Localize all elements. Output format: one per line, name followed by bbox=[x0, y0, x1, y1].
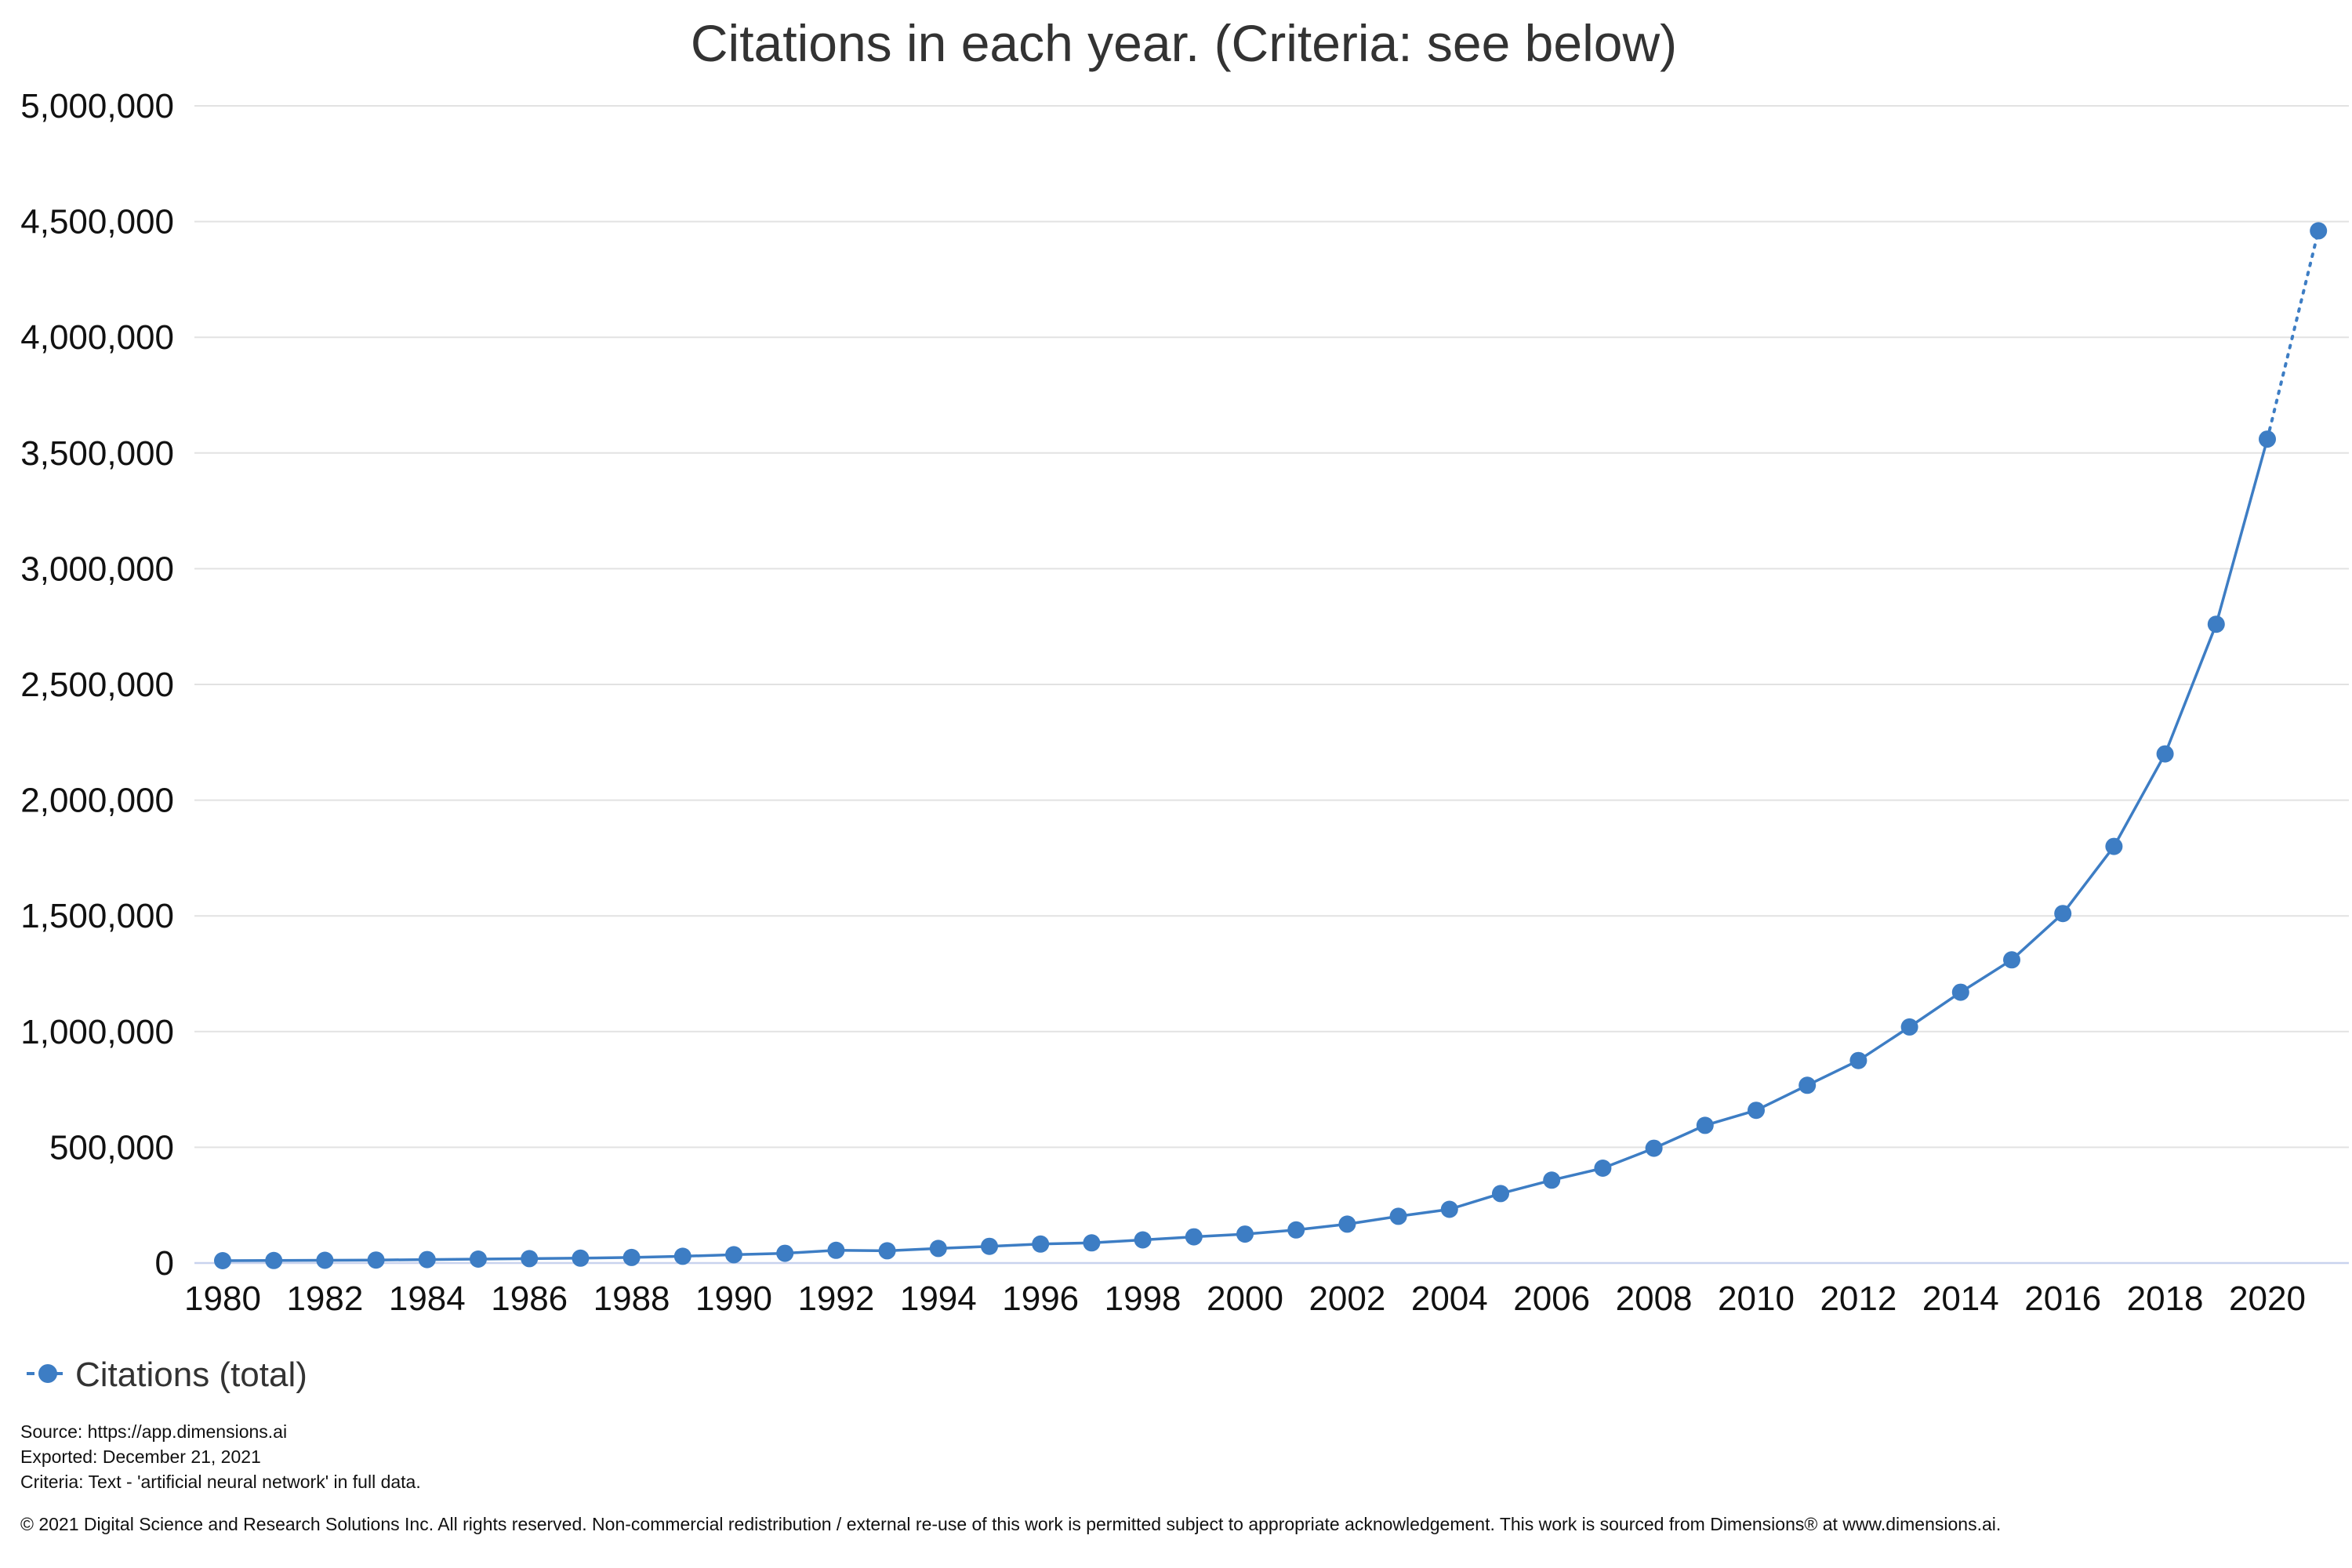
gridlines bbox=[194, 105, 2349, 1265]
x-tick-label: 1980 bbox=[184, 1279, 261, 1318]
data-point[interactable] bbox=[622, 1248, 641, 1266]
data-point[interactable] bbox=[725, 1246, 742, 1264]
y-tick-label: 3,000,000 bbox=[20, 550, 174, 588]
data-point[interactable] bbox=[1032, 1235, 1050, 1253]
data-point[interactable] bbox=[1440, 1200, 1458, 1218]
data-point[interactable] bbox=[981, 1237, 998, 1255]
x-tick-label: 1992 bbox=[797, 1279, 874, 1318]
x-tick-label: 2016 bbox=[2024, 1279, 2101, 1318]
x-tick-label: 1984 bbox=[389, 1279, 466, 1318]
data-point[interactable] bbox=[776, 1244, 794, 1262]
legend[interactable]: Citations (total) bbox=[27, 1356, 307, 1394]
data-point[interactable] bbox=[1236, 1225, 1254, 1243]
y-tick-label: 0 bbox=[155, 1244, 174, 1283]
data-point[interactable] bbox=[572, 1249, 590, 1267]
x-tick-label: 1986 bbox=[491, 1279, 568, 1318]
x-tick-label: 2020 bbox=[2229, 1279, 2306, 1318]
x-tick-label: 2014 bbox=[1922, 1279, 1999, 1318]
data-point[interactable] bbox=[1748, 1102, 1765, 1120]
y-tick-label: 1,000,000 bbox=[20, 1013, 174, 1051]
x-tick-label: 1990 bbox=[695, 1279, 772, 1318]
x-tick-label: 1994 bbox=[900, 1279, 977, 1318]
x-tick-label: 2012 bbox=[1820, 1279, 1896, 1318]
data-point[interactable] bbox=[418, 1250, 436, 1269]
data-point[interactable] bbox=[878, 1242, 896, 1260]
data-point[interactable] bbox=[470, 1250, 487, 1268]
data-point[interactable] bbox=[2259, 430, 2276, 448]
legend-label: Citations (total) bbox=[75, 1356, 307, 1394]
series-citations bbox=[214, 222, 2328, 1269]
data-point[interactable] bbox=[2207, 615, 2225, 633]
data-point[interactable] bbox=[265, 1251, 283, 1269]
data-point[interactable] bbox=[1645, 1139, 1663, 1157]
data-point[interactable] bbox=[1798, 1076, 1817, 1094]
footer-source: Source: https://app.dimensions.ai bbox=[20, 1421, 287, 1442]
series-projection-line bbox=[2266, 229, 2321, 441]
y-tick-label: 5,000,000 bbox=[20, 87, 174, 125]
footer-exported: Exported: December 21, 2021 bbox=[20, 1446, 261, 1467]
y-tick-label: 2,000,000 bbox=[20, 782, 174, 820]
data-point[interactable] bbox=[1083, 1234, 1101, 1252]
data-point[interactable] bbox=[1951, 983, 1969, 1001]
y-tick-label: 1,500,000 bbox=[20, 897, 174, 935]
legend-marker bbox=[38, 1364, 57, 1383]
data-point[interactable] bbox=[1134, 1231, 1152, 1249]
x-axis: 1980 1982 1984 1986 1988 1990 1992 1994 1996 1998… bbox=[184, 1279, 2306, 1318]
y-tick-label: 500,000 bbox=[49, 1128, 174, 1167]
data-point[interactable] bbox=[929, 1240, 947, 1258]
data-point[interactable] bbox=[2105, 837, 2123, 855]
data-point[interactable] bbox=[1696, 1116, 1714, 1134]
data-point[interactable] bbox=[1849, 1051, 1867, 1069]
x-tick-label: 2002 bbox=[1308, 1279, 1385, 1318]
data-point[interactable] bbox=[214, 1252, 231, 1269]
x-tick-label: 2006 bbox=[1513, 1279, 1590, 1318]
data-point[interactable] bbox=[1389, 1207, 1407, 1225]
x-tick-label: 1996 bbox=[1002, 1279, 1079, 1318]
footer: Source: https://app.dimensions.ai Export… bbox=[20, 1421, 2001, 1534]
data-point[interactable] bbox=[1594, 1160, 1612, 1177]
footer-criteria: Criteria: Text - 'artificial neural netw… bbox=[20, 1472, 421, 1492]
data-point[interactable] bbox=[2054, 905, 2072, 923]
data-point[interactable] bbox=[827, 1241, 845, 1259]
data-point[interactable] bbox=[1543, 1171, 1561, 1189]
data-point[interactable] bbox=[1185, 1228, 1203, 1246]
y-tick-label: 4,000,000 bbox=[20, 318, 174, 357]
data-point[interactable] bbox=[2310, 222, 2328, 240]
data-point[interactable] bbox=[1900, 1018, 1918, 1036]
data-point[interactable] bbox=[2156, 745, 2174, 763]
series-line bbox=[222, 438, 2269, 1262]
data-point[interactable] bbox=[1287, 1221, 1305, 1239]
x-tick-label: 2008 bbox=[1616, 1279, 1693, 1318]
data-point[interactable] bbox=[316, 1251, 334, 1269]
data-point[interactable] bbox=[521, 1250, 539, 1268]
y-tick-label: 2,500,000 bbox=[20, 666, 174, 704]
x-tick-label: 2004 bbox=[1411, 1279, 1488, 1318]
y-tick-label: 4,500,000 bbox=[20, 203, 174, 241]
x-tick-label: 1982 bbox=[286, 1279, 363, 1318]
data-point[interactable] bbox=[2003, 951, 2020, 969]
chart-title: Citations in each year. (Criteria: see b… bbox=[691, 14, 1677, 72]
x-tick-label: 1998 bbox=[1105, 1279, 1181, 1318]
y-tick-label: 3,500,000 bbox=[20, 434, 174, 473]
footer-copyright: © 2021 Digital Science and Research Solu… bbox=[20, 1514, 2001, 1534]
data-point[interactable] bbox=[1492, 1185, 1509, 1203]
x-tick-label: 2018 bbox=[2127, 1279, 2204, 1318]
y-axis: 0 500,000 1,000,000 1,500,000 2,000,000 2,500… bbox=[20, 87, 174, 1283]
x-tick-label: 1988 bbox=[593, 1279, 670, 1318]
x-tick-label: 2000 bbox=[1207, 1279, 1283, 1318]
data-point[interactable] bbox=[1338, 1215, 1356, 1233]
data-point[interactable] bbox=[673, 1247, 691, 1265]
data-point[interactable] bbox=[367, 1251, 385, 1269]
x-tick-label: 2010 bbox=[1718, 1279, 1795, 1318]
